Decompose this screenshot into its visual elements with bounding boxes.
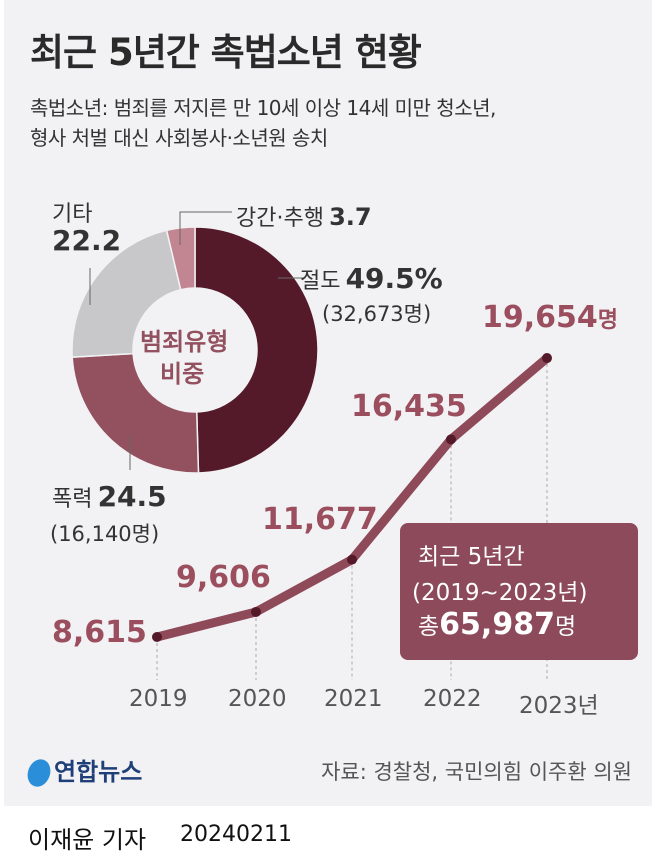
logo-icon [23, 756, 55, 790]
data-label: 16,435 [351, 389, 467, 425]
slice-count-violence: (16,140명) [50, 522, 160, 546]
donut-slice-0 [194, 226, 319, 474]
data-point [152, 632, 162, 642]
data-label: 8,615 [52, 615, 147, 650]
page-title: 최근 5년간 촉법소년 현황 [30, 31, 422, 74]
donut-slice-3 [165, 226, 196, 291]
data-label: 9,606 [176, 559, 271, 595]
donut-slice-1 [71, 352, 200, 474]
date: 20240211 [180, 822, 292, 847]
donut-center-title-1: 범죄유형 [140, 328, 229, 356]
subtitle-line-2: 형사 처벌 대신 사회봉사·소년원 송치 [30, 126, 328, 150]
x-tick-label: 2019 [129, 686, 188, 712]
summary-line-2: (2019~2023년) [412, 580, 588, 606]
data-label: 19,654명 [482, 300, 619, 336]
data-point [542, 353, 552, 364]
chart-canvas [71, 211, 552, 680]
donut-center-title-2: 비중 [160, 360, 205, 388]
summary-line-1: 최근 5년간 [418, 544, 525, 570]
summary-box: 최근 5년간 (2019~2023년) 총65,987명 [400, 523, 638, 660]
data-point [251, 606, 261, 617]
subtitle-line-1: 촉법소년: 범죄를 저지른 만 10세 이상 14세 미만 청소년, [30, 96, 496, 120]
x-tick-label: 2020 [228, 686, 287, 712]
data-label: 11,677 [262, 501, 378, 537]
slice-count-theft: (32,673명) [322, 302, 432, 326]
x-tick-label: 2021 [324, 686, 383, 712]
summary-total: 총65,987명 [418, 607, 577, 642]
slice-label-sexual: 강간·추행 3.7 [236, 203, 372, 231]
slice-value-other: 22.2 [52, 224, 122, 257]
donut-slice-2 [71, 229, 182, 358]
source-text: 자료: 경찰청, 국민의힘 이주환 의원 [321, 760, 632, 784]
slice-label-other: 기타 [52, 202, 93, 227]
byline: 이재윤 기자 [28, 826, 147, 854]
data-point [347, 554, 357, 565]
leader-line [179, 211, 232, 245]
data-point [446, 434, 456, 445]
slice-label-theft: 절도 49.5% [300, 262, 443, 295]
unit-label: 명 [597, 308, 619, 334]
slice-label-violence: 폭력 24.5 [52, 480, 167, 513]
x-tick-label: 2022 [423, 686, 482, 712]
x-tick-label: 2023년 [519, 693, 599, 719]
yonhap-logo: 연합뉴스 [23, 752, 142, 790]
